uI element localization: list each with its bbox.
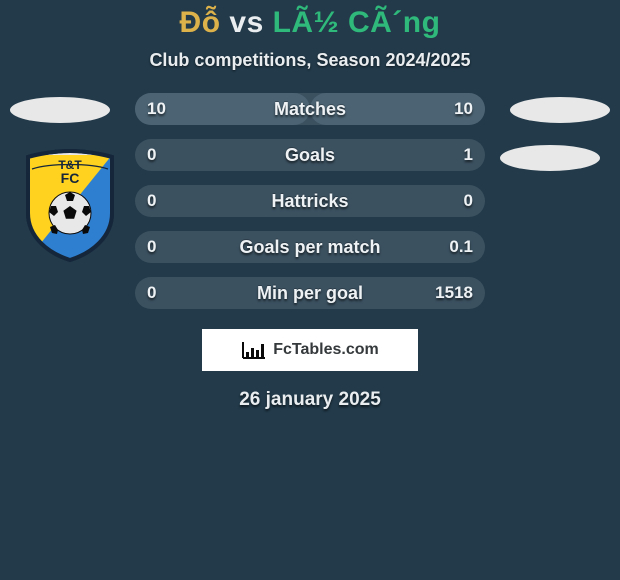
stat-value-left: 0 bbox=[147, 283, 156, 303]
svg-text:T&T: T&T bbox=[58, 158, 82, 172]
subtitle: Club competitions, Season 2024/2025 bbox=[0, 50, 620, 71]
stat-value-left: 10 bbox=[147, 99, 166, 119]
brand-box: FcTables.com bbox=[202, 329, 418, 371]
content: Đỗ vs LÃ½ CÃ´ng Club competitions, Seaso… bbox=[0, 0, 620, 411]
page-title: Đỗ vs LÃ½ CÃ´ng bbox=[0, 6, 620, 40]
stat-label: Matches bbox=[274, 99, 346, 120]
stat-value-left: 0 bbox=[147, 145, 156, 165]
stat-value-left: 0 bbox=[147, 191, 156, 211]
stat-value-right: 1 bbox=[464, 145, 473, 165]
brand-chart-icon bbox=[241, 340, 267, 360]
date: 26 january 2025 bbox=[0, 389, 620, 411]
stat-value-left: 0 bbox=[147, 237, 156, 257]
svg-text:FC: FC bbox=[61, 170, 80, 186]
left-team-placeholder bbox=[10, 97, 110, 123]
stat-value-right: 1518 bbox=[435, 283, 473, 303]
stat-label: Min per goal bbox=[257, 283, 363, 304]
brand-text: FcTables.com bbox=[273, 341, 379, 359]
title-player-1: Đỗ bbox=[180, 6, 221, 39]
right-team-placeholder-1 bbox=[510, 97, 610, 123]
stat-value-right: 0.1 bbox=[449, 237, 473, 257]
stat-label: Goals per match bbox=[239, 237, 380, 258]
stat-label: Goals bbox=[285, 145, 335, 166]
stat-value-right: 10 bbox=[454, 99, 473, 119]
comparison-area: T&T FC 10 10 Matches 0 1 Goals 0 0 Hattricks 0 0.1… bbox=[0, 93, 620, 411]
stat-bars: 10 10 Matches 0 1 Goals 0 0 Hattricks 0 0.1 Goals p… bbox=[135, 93, 485, 309]
stat-bar: 10 10 Matches bbox=[135, 93, 485, 125]
stat-bar: 0 1 Goals bbox=[135, 139, 485, 171]
right-team-placeholder-2 bbox=[500, 145, 600, 171]
ttfc-badge: T&T FC bbox=[20, 147, 120, 264]
title-player-2: LÃ½ CÃ´ng bbox=[273, 6, 441, 39]
stat-bar: 0 0 Hattricks bbox=[135, 185, 485, 217]
title-vs: vs bbox=[229, 6, 263, 39]
stat-bar: 0 0.1 Goals per match bbox=[135, 231, 485, 263]
stat-label: Hattricks bbox=[271, 191, 348, 212]
stat-value-right: 0 bbox=[464, 191, 473, 211]
stat-bar: 0 1518 Min per goal bbox=[135, 277, 485, 309]
